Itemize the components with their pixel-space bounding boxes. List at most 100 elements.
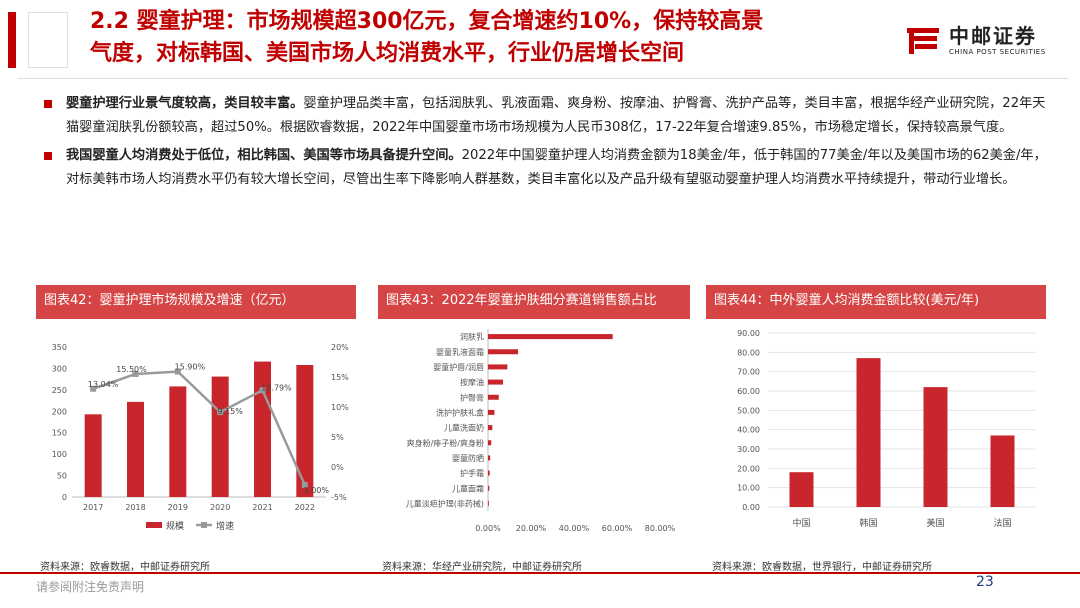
chart43-category-label: 护臀膏 <box>460 392 484 402</box>
chart44-y-tick: 10.00 <box>737 484 760 493</box>
chart43-category-label: 儿童洗面奶 <box>444 423 484 433</box>
chart42-x-tick: 2018 <box>125 503 145 512</box>
chart42-y2-tick: -5% <box>331 493 347 502</box>
chart43-bar <box>488 455 491 461</box>
chart44-y-tick: 30.00 <box>737 445 760 454</box>
chart44-y-tick: 40.00 <box>737 426 760 435</box>
logo-chinese-text: 中邮证券 <box>949 24 1037 48</box>
chart42-y2-tick: 20% <box>331 343 349 352</box>
chart44-bar <box>856 358 881 507</box>
title-accent-bar <box>8 12 16 68</box>
page-title-line1: 2.2 婴童护理：市场规模超300亿元，复合增速约10%，保持较高景 <box>90 9 764 34</box>
chart42-bar <box>127 401 144 497</box>
chart44-x-tick: 韩国 <box>859 517 877 529</box>
chart42-y-tick: 350 <box>52 343 67 352</box>
chart43-bar <box>488 364 508 370</box>
bullet-square-icon <box>44 152 52 160</box>
chart43-source: 资料来源：华经产业研究院，中邮证券研究所 <box>382 562 582 573</box>
chart43-category-label: 婴童防晒 <box>452 453 484 463</box>
chart43-bar <box>488 379 504 385</box>
chart43-bar <box>488 500 489 506</box>
page-title-line2: 气度，对标韩国、美国市场人均消费水平，行业仍居增长空间 <box>90 41 685 66</box>
chart43-category-label: 爽身粉/痱子粉/爽身粉 <box>407 438 484 448</box>
chart42-x-tick: 2020 <box>210 503 230 512</box>
chart44-y-tick: 50.00 <box>737 406 760 415</box>
chart42-x-tick: 2022 <box>295 503 315 512</box>
chart42-data-label: -3.00% <box>301 486 330 495</box>
chart44-bar <box>923 387 948 507</box>
chart43-x-tick: 80.00% <box>645 524 676 533</box>
chart42-legend-label: 增速 <box>216 520 234 532</box>
chart43-segment-share: 润肤乳婴童乳液面霜婴童护唇/润唇按摩油护臀膏洗护护肤礼盒儿童洗面奶爽身粉/痱子粉… <box>406 329 676 533</box>
chart43-bar <box>488 425 493 431</box>
chart43-bar <box>488 394 499 400</box>
chart44-source: 资料来源：欧睿数据，世界银行，中邮证券研究所 <box>712 562 932 573</box>
chart43-x-tick: 0.00% <box>475 524 501 533</box>
bullet-square-icon <box>44 100 52 108</box>
chart44-bar <box>789 472 814 507</box>
chart42-y2-tick: 5% <box>331 433 344 442</box>
chart42-y-tick: 200 <box>52 407 67 416</box>
chart44-per-capita: 0.00 10.00 20.00 30.00 40.00 50.00 60.00 70.00 8… <box>737 329 1036 529</box>
chart43-category-label: 婴童护唇/润唇 <box>433 362 484 372</box>
chart43-x-tick: 40.00% <box>559 524 590 533</box>
chart42-y-tick: 300 <box>52 364 67 373</box>
chart42-y-tick: 50 <box>57 472 67 481</box>
chart43-header: 图表43：2022年婴童护肤细分赛道销售额占比 <box>378 285 690 319</box>
chart42-y2-tick: 0% <box>331 463 344 472</box>
chart42-x-tick: 2019 <box>168 503 188 512</box>
chart44-y-tick: 0.00 <box>742 503 760 512</box>
chart42-line-point <box>301 482 308 488</box>
chart42-header: 图表42：婴童护理市场规模及增速（亿元） <box>36 285 356 319</box>
chart42-data-label: 12.79% <box>261 383 292 392</box>
chart42-data-label: 9.15% <box>217 407 243 416</box>
chart43-bar <box>488 470 490 476</box>
china-post-logo-icon <box>907 28 939 54</box>
chart43-category-label: 儿童淡疤护理(非药械) <box>406 498 484 508</box>
chart42-x-tick: 2021 <box>252 503 272 512</box>
chart43-category-label: 婴童乳液面霜 <box>436 347 484 357</box>
chart42-source: 资料来源：欧睿数据，中邮证券研究所 <box>40 562 210 573</box>
chart44-x-tick: 美国 <box>926 517 944 529</box>
footer-divider <box>0 572 1080 574</box>
chart42-bar <box>84 414 102 497</box>
chart43-bar <box>488 349 519 355</box>
chart42-line-point <box>132 371 139 377</box>
chart42-y2-tick: 15% <box>331 373 349 382</box>
chart42-bar <box>254 361 271 497</box>
chart42-data-label: 15.50% <box>116 365 147 374</box>
chart42-line-point <box>259 387 266 394</box>
company-logo: 中邮证券 CHINA POST SECURITIES <box>905 18 1075 68</box>
chart42-growth-line <box>92 370 306 486</box>
logo-english-text: CHINA POST SECURITIES <box>949 48 1046 56</box>
chart42-data-label: 15.90% <box>175 363 206 372</box>
chart42-legend-marker <box>201 522 207 528</box>
chart43-bar <box>488 409 495 415</box>
chart44-x-tick: 中国 <box>792 517 810 529</box>
chart42-data-label: 13.04% <box>88 380 119 389</box>
chart43-bar <box>488 440 492 446</box>
chart42-y-tick: 100 <box>52 450 67 459</box>
chart44-x-tick: 法国 <box>993 517 1011 529</box>
chart43-x-tick: 60.00% <box>602 524 633 533</box>
bullet-text: 婴童护理品类丰富，包括润肤乳、乳液面霜、爽身粉、按摩油、护臀膏、洗护产品等，类目… <box>66 96 1046 135</box>
chart44-bar <box>990 435 1015 507</box>
chart43-category-label: 按摩油 <box>460 377 484 387</box>
bullet-heading: 我国婴童人均消费处于低位，相比韩国、美国等市场具备提升空间。 <box>66 148 462 163</box>
chart42-bar <box>296 365 314 497</box>
bullet-item: 婴童护理行业景气度较高，类目较丰富。婴童护理品类丰富，包括润肤乳、乳液面霜、爽身… <box>40 92 1052 140</box>
chart44-y-tick: 70.00 <box>737 368 760 377</box>
chart42-line-point <box>90 385 97 392</box>
chart42-y-tick: 0 <box>62 493 67 502</box>
chart42-x-tick: 2017 <box>83 503 103 512</box>
chart42-y2-tick: 10% <box>331 403 349 412</box>
chart42-legend-label: 规模 <box>166 521 184 532</box>
chart43-category-label: 儿童面霜 <box>452 483 484 493</box>
chart42-legend-swatch <box>146 522 162 528</box>
chart42-line-point <box>217 409 224 416</box>
bullet-list: 婴童护理行业景气度较高，类目较丰富。婴童护理品类丰富，包括润肤乳、乳液面霜、爽身… <box>40 92 1052 196</box>
bullet-item: 我国婴童人均消费处于低位，相比韩国、美国等市场具备提升空间。2022年中国婴童护… <box>40 144 1052 192</box>
chart42-bar <box>211 376 229 497</box>
chart42-y-tick: 150 <box>52 429 67 438</box>
chart44-y-tick: 60.00 <box>737 387 760 396</box>
